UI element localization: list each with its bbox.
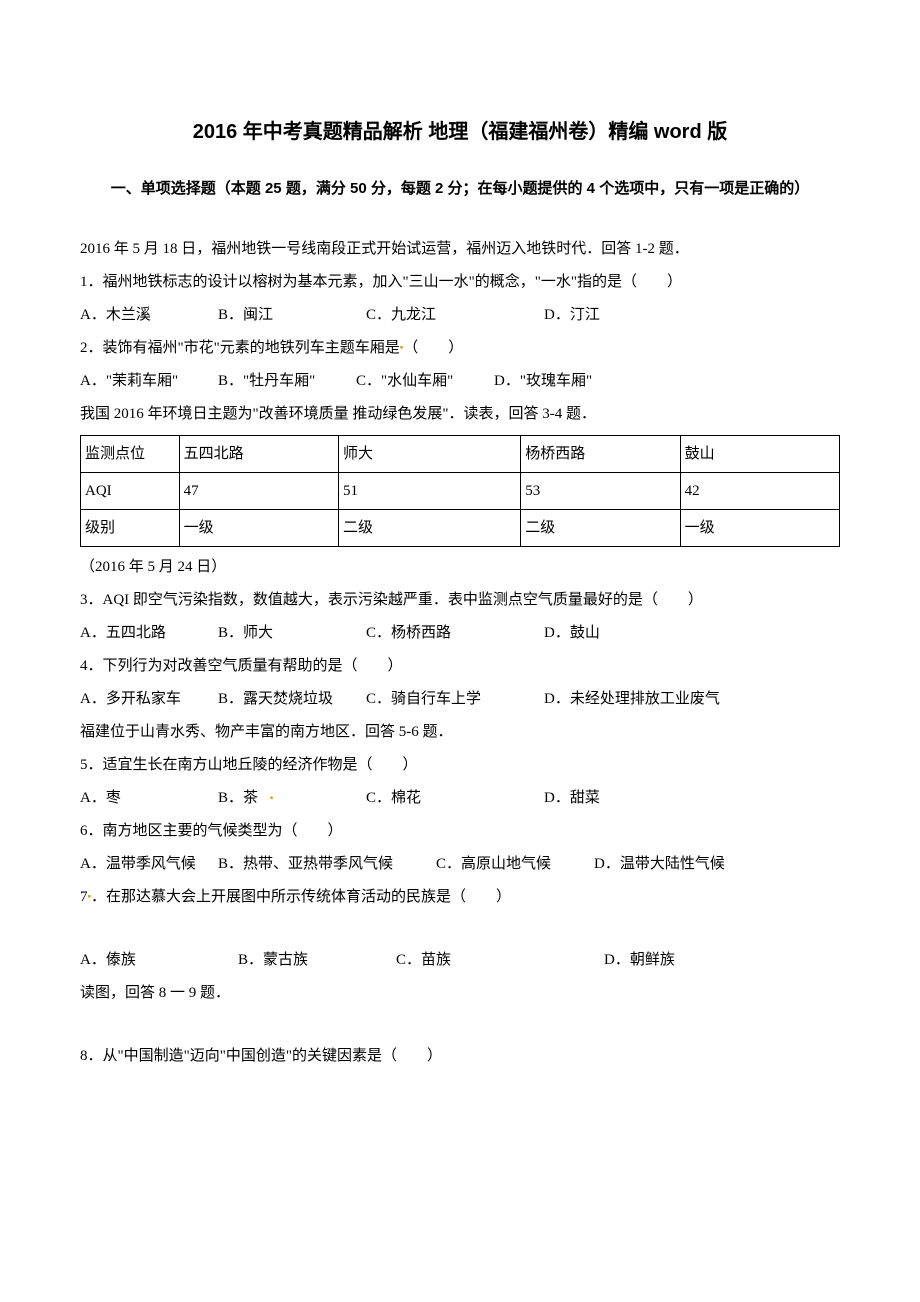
- q3-option-a: A．五四北路: [80, 617, 210, 650]
- q7-text: ．在那达慕大会上开展图中所示传统体育活动的民族是（ ）: [91, 889, 511, 905]
- q7-option-b: B．蒙古族: [238, 944, 388, 977]
- table-cell: 监测点位: [81, 436, 180, 473]
- table-header-row: 监测点位 五四北路 师大 杨桥西路 鼓山: [81, 436, 840, 473]
- question-3-options: A．五四北路 B．师大 C．杨桥西路 D．鼓山: [80, 617, 840, 650]
- q6-option-d: D．温带大陆性气候: [594, 848, 725, 881]
- q3-option-d: D．鼓山: [544, 617, 600, 650]
- question-3: 3．AQI 即空气污染指数，数值越大，表示污染越严重．表中监测点空气质量最好的是…: [80, 584, 840, 617]
- question-7: 7▪．在那达慕大会上开展图中所示传统体育活动的民族是（ ）: [80, 881, 840, 914]
- q4-option-d: D．未经处理排放工业废气: [544, 683, 720, 716]
- table-cell: 一级: [680, 510, 839, 547]
- q7-option-c: C．苗族: [396, 944, 596, 977]
- table-cell: 42: [680, 473, 839, 510]
- table-row: AQI 47 51 53 42: [81, 473, 840, 510]
- q4-option-a: A．多开私家车: [80, 683, 210, 716]
- q3-option-b: B．师大: [218, 617, 358, 650]
- image-placeholder-1: [80, 914, 840, 944]
- question-5-options: A．枣 B．茶 ▪ C．棉花 D．甜菜: [80, 782, 840, 815]
- table-cell: 二级: [521, 510, 680, 547]
- table-cell: AQI: [81, 473, 180, 510]
- question-1-options: A．木兰溪 B．闽江 C．九龙江 D．汀江: [80, 299, 840, 332]
- table-cell: 五四北路: [179, 436, 338, 473]
- table-cell: 47: [179, 473, 338, 510]
- q5-option-c: C．棉花: [366, 782, 536, 815]
- question-5: 5．适宜生长在南方山地丘陵的经济作物是（ ）: [80, 749, 840, 782]
- question-4-options: A．多开私家车 B．露天焚烧垃圾 C．骑自行车上学 D．未经处理排放工业废气: [80, 683, 840, 716]
- q4-option-c: C．骑自行车上学: [366, 683, 536, 716]
- q2-blank: （ ）: [403, 340, 463, 356]
- q5-option-d: D．甜菜: [544, 782, 600, 815]
- question-1: 1．福州地铁标志的设计以榕树为基本元素，加入"三山一水"的概念，"一水"指的是（…: [80, 266, 840, 299]
- q6-option-c: C．高原山地气候: [436, 848, 586, 881]
- intro-3: 福建位于山青水秀、物产丰富的南方地区．回答 5-6 题．: [80, 716, 840, 749]
- table-cell: 鼓山: [680, 436, 839, 473]
- question-8: 8．从"中国制造"迈向"中国创造"的关键因素是（ ）: [80, 1040, 840, 1073]
- question-6: 6．南方地区主要的气候类型为（ ）: [80, 815, 840, 848]
- marker-dot: ▪: [270, 793, 274, 804]
- intro-2: 我国 2016 年环境日主题为"改善环境质量 推动绿色发展"．读表，回答 3-4…: [80, 398, 840, 431]
- q6-option-a: A．温带季风气候: [80, 848, 210, 881]
- q7-option-d: D．朝鲜族: [604, 944, 675, 977]
- q5-b-text: B．茶: [218, 790, 258, 806]
- question-6-options: A．温带季风气候 B．热带、亚热带季风气候 C．高原山地气候 D．温带大陆性气候: [80, 848, 840, 881]
- q2-option-a: A．"茉莉车厢": [80, 365, 210, 398]
- table-note: （2016 年 5 月 24 日）: [80, 551, 840, 584]
- q2-option-b: B．"牡丹车厢": [218, 365, 348, 398]
- q7-option-a: A．傣族: [80, 944, 230, 977]
- table-cell: 一级: [179, 510, 338, 547]
- q1-option-b: B．闽江: [218, 299, 358, 332]
- aqi-table: 监测点位 五四北路 师大 杨桥西路 鼓山 AQI 47 51 53 42 级别 …: [80, 435, 840, 547]
- q4-option-b: B．露天焚烧垃圾: [218, 683, 358, 716]
- question-4: 4．下列行为对改善空气质量有帮助的是（ ）: [80, 650, 840, 683]
- table-cell: 师大: [339, 436, 521, 473]
- intro-1: 2016 年 5 月 18 日，福州地铁一号线南段正式开始试运营，福州迈入地铁时…: [80, 233, 840, 266]
- q2-option-d: D．"玫瑰车厢": [494, 365, 592, 398]
- table-cell: 53: [521, 473, 680, 510]
- q5-option-a: A．枣: [80, 782, 210, 815]
- q1-option-c: C．九龙江: [366, 299, 536, 332]
- question-7-options: A．傣族 B．蒙古族 C．苗族 D．朝鲜族: [80, 944, 840, 977]
- question-2: 2．装饰有福州"市花"元素的地铁列车主题车厢是▪（ ）: [80, 332, 840, 365]
- table-row: 级别 一级 二级 二级 一级: [81, 510, 840, 547]
- question-2-options: A．"茉莉车厢" B．"牡丹车厢" C．"水仙车厢" D．"玫瑰车厢": [80, 365, 840, 398]
- table-cell: 级别: [81, 510, 180, 547]
- table-cell: 51: [339, 473, 521, 510]
- page-title: 2016 年中考真题精品解析 地理（福建福州卷）精编 word 版: [80, 110, 840, 154]
- q7-num: 7: [80, 889, 88, 905]
- section-header: 一、单项选择题（本题 25 题，满分 50 分，每题 2 分；在每小题提供的 4…: [80, 172, 840, 205]
- q2-text: 2．装饰有福州"市花"元素的地铁列车主题车厢是: [80, 340, 400, 356]
- q6-option-b: B．热带、亚热带季风气候: [218, 848, 428, 881]
- intro-4: 读图，回答 8 一 9 题．: [80, 977, 840, 1010]
- table-cell: 二级: [339, 510, 521, 547]
- q5-option-b: B．茶 ▪: [218, 782, 358, 815]
- q2-option-c: C．"水仙车厢": [356, 365, 486, 398]
- image-placeholder-2: [80, 1010, 840, 1040]
- table-cell: 杨桥西路: [521, 436, 680, 473]
- q3-option-c: C．杨桥西路: [366, 617, 536, 650]
- q1-option-a: A．木兰溪: [80, 299, 210, 332]
- q1-option-d: D．汀江: [544, 299, 600, 332]
